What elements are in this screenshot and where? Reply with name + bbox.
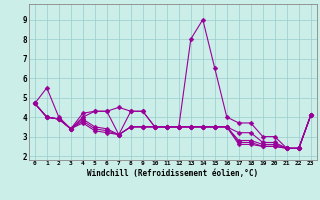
X-axis label: Windchill (Refroidissement éolien,°C): Windchill (Refroidissement éolien,°C)	[87, 169, 258, 178]
